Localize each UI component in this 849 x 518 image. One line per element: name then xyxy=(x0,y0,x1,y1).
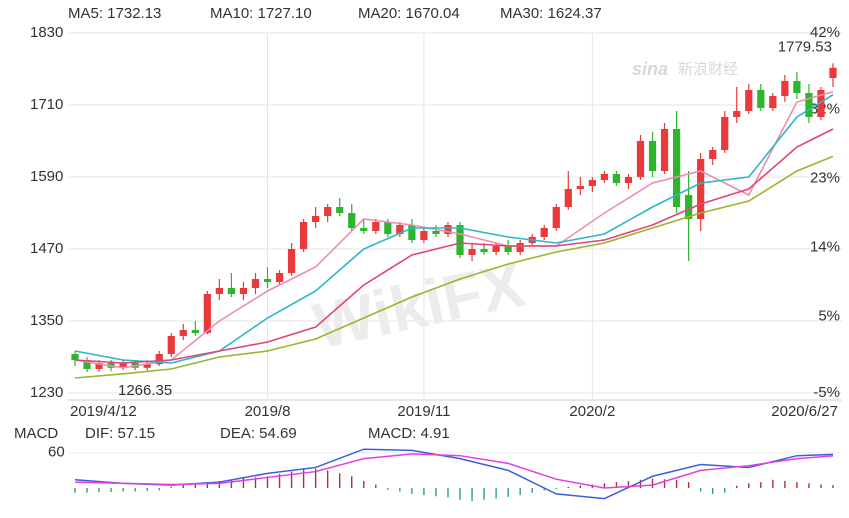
candle-body xyxy=(492,246,500,252)
candle-body xyxy=(456,225,464,255)
legend-entry: MA20: 1670.04 xyxy=(358,5,460,22)
legend-entry: DIF: 57.15 xyxy=(85,425,155,442)
candle-body xyxy=(384,222,392,234)
candle-body xyxy=(564,189,572,207)
candle-body xyxy=(95,363,103,369)
legend-entry: DEA: 54.69 xyxy=(220,425,297,442)
y2-tick-label: 23% xyxy=(810,170,840,187)
candle-body xyxy=(191,330,199,333)
candle-body xyxy=(480,249,488,252)
candle-body xyxy=(287,249,296,273)
candle-body xyxy=(685,195,693,219)
candle-body xyxy=(576,186,584,189)
macd-line xyxy=(74,453,834,489)
y-tick-label: 1350 xyxy=(30,312,63,329)
panel-title: MACD xyxy=(14,425,58,442)
candle-body xyxy=(648,141,657,171)
candle-body xyxy=(468,249,476,255)
candle-body xyxy=(697,159,705,219)
candle-body xyxy=(709,150,717,159)
candle-body xyxy=(275,273,284,282)
y2-tick-label: 5% xyxy=(818,307,840,324)
ma-line xyxy=(74,90,834,369)
candle-body xyxy=(757,90,765,108)
candle-body xyxy=(588,180,596,186)
candle-body xyxy=(540,228,548,237)
candle-body xyxy=(336,207,344,213)
y-tick-label: 1470 xyxy=(30,240,63,257)
candle-body xyxy=(324,207,332,216)
ma-line xyxy=(74,94,834,364)
watermark: 新浪财经 xyxy=(678,61,738,78)
x-tick-label: 2019/4/12 xyxy=(70,403,137,420)
candle-body xyxy=(312,216,320,222)
candle-body xyxy=(179,330,187,336)
x-tick-label: 2019/8 xyxy=(245,403,291,420)
candle-body xyxy=(420,231,428,240)
candle-body xyxy=(516,243,524,252)
y-tick-label: 1230 xyxy=(30,384,63,401)
watermark: sina xyxy=(632,59,668,79)
candle-body xyxy=(817,90,825,117)
candle-body xyxy=(83,360,91,369)
candle-body xyxy=(552,207,560,228)
candle-body xyxy=(299,222,308,249)
y2-tick-label: 14% xyxy=(810,238,840,255)
candle-body xyxy=(119,363,127,368)
candle-body xyxy=(636,141,645,177)
candle-body xyxy=(167,336,175,354)
candle-body xyxy=(660,129,669,171)
legend-entry: MA30: 1624.37 xyxy=(500,5,602,22)
candle-body xyxy=(155,354,163,365)
candle-body xyxy=(624,177,633,183)
candle-body xyxy=(745,90,753,111)
candle-body xyxy=(600,174,609,180)
ma-line xyxy=(74,128,834,364)
annotation: 1779.53 xyxy=(778,38,832,55)
ma-line xyxy=(74,155,834,379)
legend-entry: MA10: 1727.10 xyxy=(210,5,312,22)
annotation: 1266.35 xyxy=(118,382,172,399)
y2-tick-label: 32% xyxy=(810,101,840,118)
candle-body xyxy=(251,279,260,288)
legend-entry: MA5: 1732.13 xyxy=(68,5,161,22)
candle-body xyxy=(143,364,151,368)
candle-body xyxy=(733,111,741,117)
candle-body xyxy=(372,222,380,231)
candle-body xyxy=(672,129,681,207)
y2-tick-label: -5% xyxy=(813,384,840,401)
candle-body xyxy=(721,117,729,150)
candle-body xyxy=(793,81,801,93)
candle-body xyxy=(444,225,452,234)
candle-body xyxy=(781,81,789,96)
x-tick-label: 2020/6/27 xyxy=(771,403,838,420)
x-tick-label: 2019/11 xyxy=(397,403,450,420)
y-tick-label: 1590 xyxy=(30,168,63,185)
candle-body xyxy=(504,246,512,252)
candle-body xyxy=(769,96,777,108)
candle-body xyxy=(360,228,368,231)
candle-body xyxy=(203,294,211,333)
candle-body xyxy=(227,288,236,294)
candle-body xyxy=(215,288,223,294)
candle-body xyxy=(612,174,621,183)
x-tick-label: 2020/2 xyxy=(569,403,615,420)
candle-body xyxy=(71,354,79,360)
candle-body xyxy=(829,67,837,78)
y-tick-label: 1830 xyxy=(30,24,63,41)
candle-body xyxy=(805,93,813,117)
candle-body xyxy=(432,231,440,234)
candle-body xyxy=(348,213,356,228)
legend-entry: MACD: 4.91 xyxy=(368,425,450,442)
candle-body xyxy=(408,225,416,240)
y-tick-label: 1710 xyxy=(30,96,63,113)
y2-tick-label: 42% xyxy=(810,24,840,41)
candle-body xyxy=(263,279,272,282)
candle-body xyxy=(239,288,248,294)
y-tick-label: 60 xyxy=(48,444,65,461)
candle-body xyxy=(396,225,404,234)
